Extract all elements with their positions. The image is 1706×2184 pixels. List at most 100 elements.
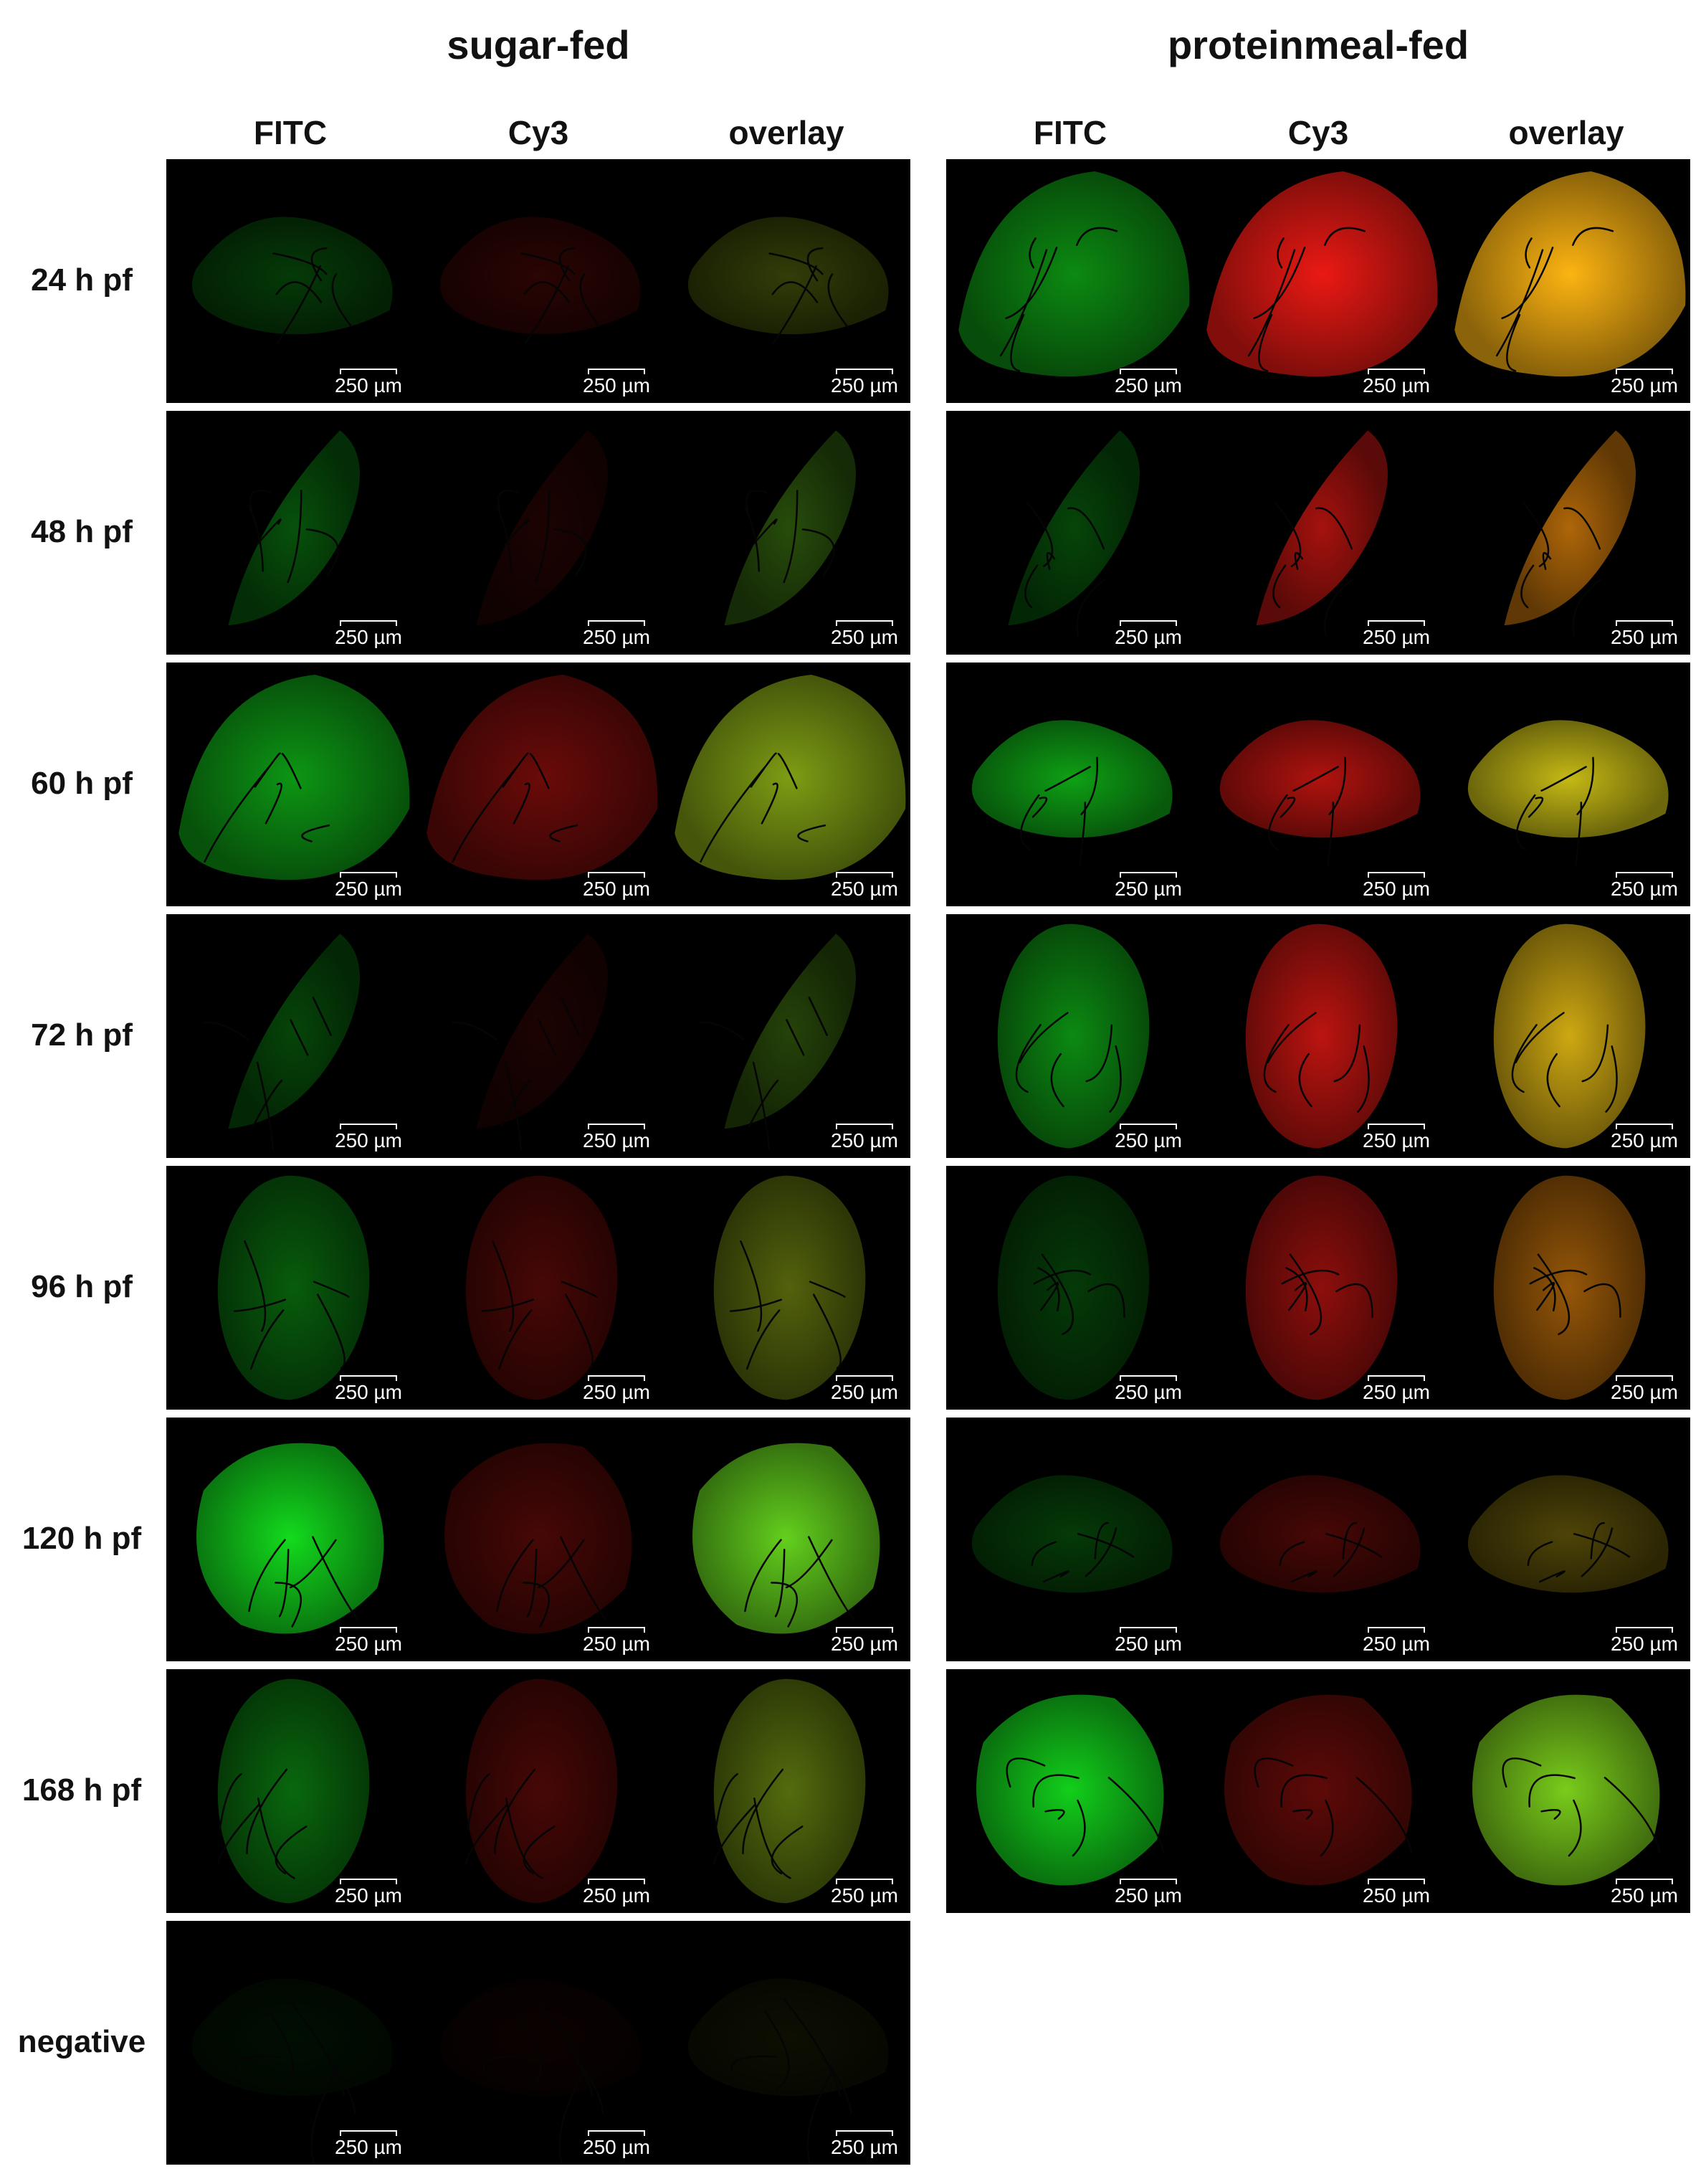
overlay-micrograph: 250 µm: [1442, 1418, 1690, 1661]
scale-bar-line: [1616, 872, 1673, 878]
scale-bar-line: [340, 1375, 397, 1381]
tissue-image: [1256, 430, 1388, 638]
scale-bar: 250 µm: [1112, 872, 1184, 899]
tissue-section: [675, 675, 906, 880]
scale-bar: 250 µm: [333, 1124, 404, 1151]
tissue-image: [464, 1679, 618, 1904]
scale-bar-line: [1120, 369, 1177, 374]
scale-bar-label: 250 µm: [1611, 1633, 1678, 1655]
tissue-image: [1008, 430, 1140, 638]
tissue-section: [724, 430, 857, 626]
tracheal-vessels: [1024, 501, 1106, 638]
scale-bar-label: 250 µm: [335, 1884, 402, 1907]
tissue-section: [439, 1978, 641, 2097]
tracheal-vessels: [768, 247, 849, 344]
proteinmeal-fed-image-row: 250 µm 250 µm 250 µm: [946, 1669, 1690, 1913]
scale-bar-label: 250 µm: [1611, 878, 1678, 900]
overlay-micrograph: 250 µm: [662, 1166, 910, 1410]
tissue-image: [203, 934, 361, 1151]
overlay-micrograph: 250 µm: [662, 1921, 910, 2165]
tracheal-vessels: [464, 1768, 556, 1879]
scale-bar: 250 µm: [829, 2130, 900, 2157]
proteinmeal-fed-image-row: 250 µm 250 µm 250 µm: [946, 1418, 1690, 1661]
sugar-fed-title: sugar-fed: [447, 22, 630, 67]
sugar-fed-image-row: 250 µm 250 µm 250 µm: [166, 914, 910, 1158]
proteinmeal-fed-title: proteinmeal-fed: [1167, 22, 1469, 67]
scale-bar-line: [340, 872, 397, 878]
overlay-micrograph: 250 µm: [1442, 159, 1690, 403]
scale-bar: 250 µm: [333, 1627, 404, 1654]
scale-bar-label: 250 µm: [1363, 1633, 1430, 1655]
tissue-section: [228, 430, 361, 626]
scale-bar-label: 250 µm: [831, 1129, 898, 1152]
sugar-fed-image-row: 250 µm 250 µm 250 µm: [166, 1418, 910, 1661]
proteinmeal-fed-image-row: 250 µm 250 µm 250 µm: [946, 159, 1690, 403]
tissue-image: [1219, 1475, 1421, 1593]
scale-bar-line: [1616, 1879, 1673, 1884]
scale-bar-label: 250 µm: [1611, 374, 1678, 397]
tracheal-vessels: [452, 752, 578, 863]
tissue-section: [1454, 171, 1686, 377]
scale-bar: 250 µm: [1112, 1627, 1184, 1654]
scale-bar: 250 µm: [829, 872, 900, 899]
tracheal-vessels: [234, 1240, 350, 1370]
scale-bar-label: 250 µm: [1363, 1884, 1430, 1907]
scale-bar-line: [836, 620, 893, 626]
cy3-micrograph: 250 µm: [414, 1166, 662, 1410]
tissue-image: [958, 171, 1190, 377]
tissue-section: [1219, 720, 1421, 838]
tissue-section: [997, 924, 1150, 1149]
tissue-section: [971, 720, 1173, 838]
tissue-image: [1206, 171, 1438, 377]
scale-bar: 250 µm: [1360, 1627, 1432, 1654]
tissue-image: [217, 1175, 370, 1400]
tracheal-vessels: [1495, 227, 1614, 372]
scale-bar: 250 µm: [829, 1375, 900, 1402]
tracheal-vessels: [744, 1536, 854, 1628]
scale-bar-line: [836, 1627, 893, 1633]
tissue-image: [1245, 1175, 1398, 1400]
tissue-section: [439, 217, 641, 335]
scale-bar: 250 µm: [1112, 1124, 1184, 1151]
sugar-fed-column-label: FITC: [253, 114, 328, 151]
row-label: 168 h pf: [22, 1772, 142, 1808]
scale-bar-line: [1120, 1879, 1177, 1884]
fitc-micrograph: 250 µm: [946, 1669, 1194, 1913]
cy3-micrograph: 250 µm: [1194, 1418, 1442, 1661]
scale-bar-label: 250 µm: [831, 2136, 898, 2158]
tissue-image: [1224, 1694, 1413, 1886]
scale-bar: 250 µm: [829, 1124, 900, 1151]
tissue-image: [196, 1443, 384, 1634]
scale-bar: 250 µm: [333, 872, 404, 899]
scale-bar-line: [588, 369, 645, 374]
scale-bar: 250 µm: [333, 1375, 404, 1402]
scale-bar-line: [1120, 1375, 1177, 1381]
tissue-image: [976, 1694, 1165, 1886]
fitc-micrograph: 250 µm: [166, 1669, 414, 1913]
scale-bar-label: 250 µm: [1363, 1129, 1430, 1152]
tissue-section: [1504, 430, 1636, 626]
scale-bar-line: [588, 1627, 645, 1633]
cy3-micrograph: 250 µm: [414, 411, 662, 655]
scale-bar-line: [1368, 369, 1425, 374]
fitc-micrograph: 250 µm: [946, 1418, 1194, 1661]
scale-bar: 250 µm: [333, 369, 404, 396]
tissue-section: [1008, 430, 1140, 626]
row-label: 72 h pf: [31, 1017, 133, 1053]
scale-bar: 250 µm: [581, 620, 652, 647]
tracheal-vessels: [1502, 1757, 1661, 1857]
tissue-image: [713, 1679, 866, 1904]
cy3-micrograph: 250 µm: [1194, 159, 1442, 403]
scale-bar-label: 250 µm: [831, 1884, 898, 1907]
scale-bar: 250 µm: [1609, 369, 1680, 396]
scale-bar-line: [340, 1879, 397, 1884]
row-label: 60 h pf: [31, 766, 133, 801]
tissue-section: [191, 217, 393, 335]
tissue-image: [465, 1175, 618, 1400]
fitc-micrograph: 250 µm: [166, 914, 414, 1158]
tracheal-vessels: [730, 1998, 852, 2165]
scale-bar: 250 µm: [1360, 872, 1432, 899]
scale-bar: 250 µm: [333, 2130, 404, 2157]
tracheal-vessels: [1515, 756, 1594, 866]
tracheal-vessels: [1263, 1012, 1370, 1113]
